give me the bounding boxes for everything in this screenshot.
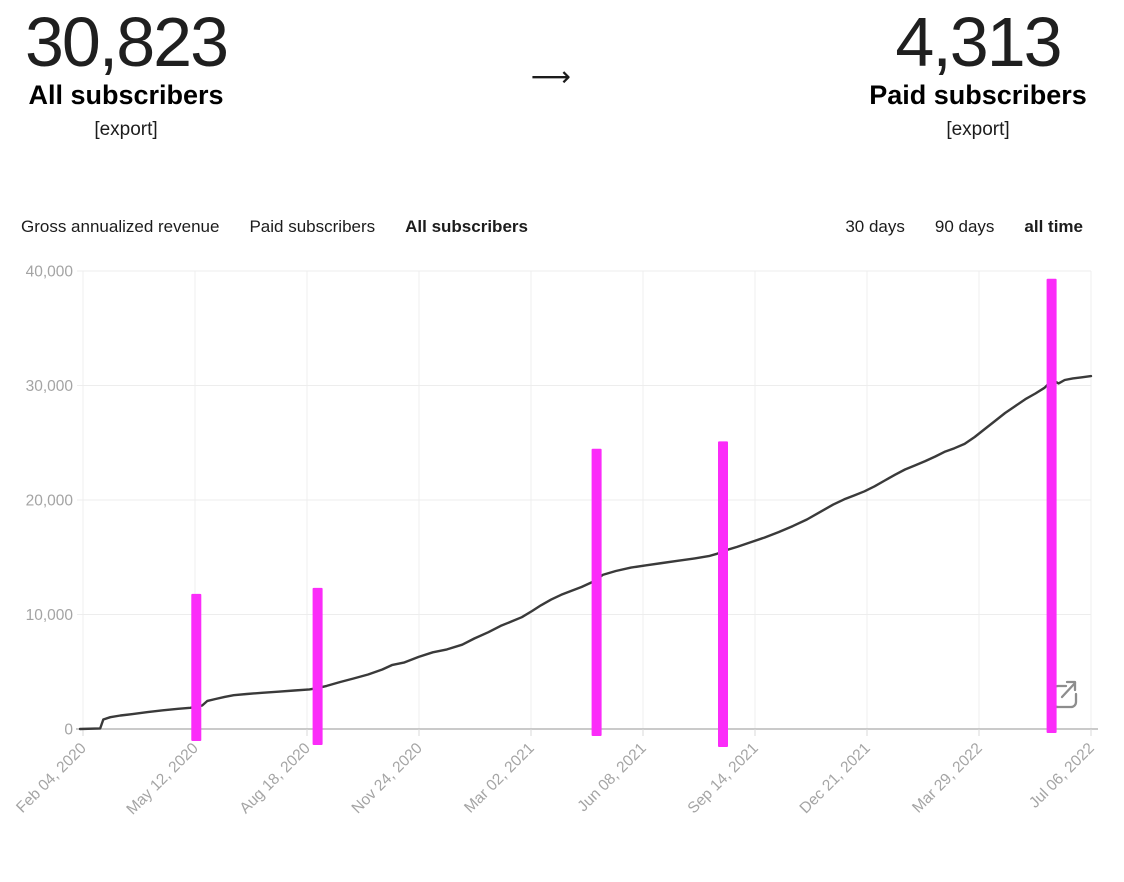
expand-chart-icon-path bbox=[1060, 681, 1077, 699]
annotation-bar bbox=[1046, 278, 1057, 733]
x-axis-tick-label: May 12, 2020 bbox=[123, 740, 202, 819]
annotation-bar bbox=[312, 587, 323, 745]
right-arrow-icon: ⟶ bbox=[530, 61, 572, 92]
chart-canvas: 0 10,000 20,000 30,000 40,000 Feb 04, 2020 May… bbox=[13, 264, 1098, 819]
y-axis-tick-label: 20,000 bbox=[26, 493, 74, 510]
paid-subscribers-stat: 4,313 Paid subscribers [export] bbox=[865, 6, 1091, 141]
tab-all-subscribers[interactable]: All subscribers bbox=[405, 217, 528, 236]
x-axis-tick-label: Aug 18, 2020 bbox=[237, 740, 314, 817]
metric-tab-group: Gross annualized revenue Paid subscriber… bbox=[21, 216, 528, 238]
paid-subscribers-label: Paid subscribers bbox=[869, 80, 1087, 110]
expand-chart-icon-path bbox=[1065, 680, 1077, 692]
tab-paid-subscribers[interactable]: Paid subscribers bbox=[249, 217, 376, 236]
all-subscribers-stat: 30,823 All subscribers [export] bbox=[20, 6, 232, 141]
annotation-bar bbox=[191, 593, 202, 741]
all-subscribers-export-link[interactable]: [export] bbox=[94, 119, 158, 140]
tab-30-days[interactable]: 30 days bbox=[845, 217, 905, 236]
tab-90-days[interactable]: 90 days bbox=[934, 217, 995, 236]
range-tab-group: 30 days 90 days all time bbox=[845, 216, 1083, 238]
x-axis-tick-label: Mar 02, 2021 bbox=[461, 740, 538, 817]
y-axis-tick-label: 0 bbox=[64, 722, 73, 739]
all-subscribers-label: All subscribers bbox=[28, 80, 224, 110]
y-axis-tick-label: 30,000 bbox=[26, 378, 74, 395]
paid-subscribers-count: 4,313 bbox=[895, 3, 1062, 81]
x-axis-tick-label: Nov 24, 2020 bbox=[349, 740, 426, 817]
x-axis-tick-label: Jun 08, 2021 bbox=[574, 740, 649, 815]
subscribers-series-line bbox=[78, 374, 1093, 731]
paid-subscribers-export-link[interactable]: [export] bbox=[946, 119, 1010, 140]
all-subscribers-count: 30,823 bbox=[24, 3, 229, 81]
tab-all-time[interactable]: all time bbox=[1024, 217, 1083, 236]
annotation-bar bbox=[591, 448, 602, 736]
subscribers-chart: 0 10,000 20,000 30,000 40,000 Feb 04, 2020 May… bbox=[0, 255, 1124, 860]
x-axis-tick-label: Dec 21, 2021 bbox=[797, 740, 874, 817]
y-axis-tick-label: 10,000 bbox=[26, 607, 74, 624]
annotation-bar bbox=[718, 441, 728, 747]
tab-gross-annualized-revenue[interactable]: Gross annualized revenue bbox=[21, 217, 220, 236]
x-axis-tick-label: Mar 29, 2022 bbox=[909, 740, 986, 817]
x-axis-tick-label: Jul 06, 2022 bbox=[1026, 740, 1098, 812]
x-axis-tick-label: Sep 14, 2021 bbox=[685, 740, 762, 817]
y-axis-tick-label: 40,000 bbox=[26, 264, 74, 281]
x-axis-tick-label: Feb 04, 2020 bbox=[13, 740, 90, 817]
chart-controls: Gross annualized revenue Paid subscriber… bbox=[21, 216, 1083, 238]
